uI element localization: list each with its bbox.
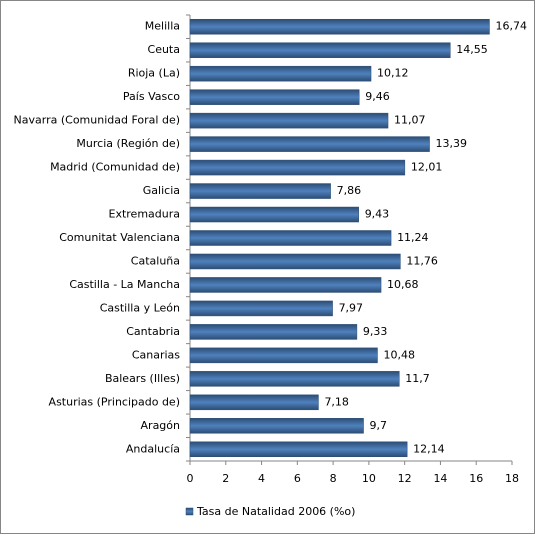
value-label: 11,24 bbox=[397, 231, 429, 244]
bar bbox=[189, 324, 358, 340]
value-label: 10,12 bbox=[377, 67, 409, 80]
y-tick-label: Murcia (Región de) bbox=[76, 137, 180, 150]
x-tick-label: 8 bbox=[330, 472, 337, 485]
value-label: 9,7 bbox=[370, 419, 388, 432]
y-tick-label: País Vasco bbox=[123, 90, 180, 103]
bar bbox=[189, 418, 364, 434]
bar bbox=[189, 183, 331, 199]
bar bbox=[189, 230, 392, 246]
value-label: 7,97 bbox=[339, 301, 364, 314]
x-tick-label: 0 bbox=[187, 472, 194, 485]
legend-label: Tasa de Natalidad 2006 (%o) bbox=[196, 505, 355, 518]
y-tick-label: Cataluña bbox=[131, 254, 180, 267]
y-tick-label: Cantabria bbox=[126, 325, 180, 338]
bar bbox=[189, 277, 382, 293]
y-tick-label: Ceuta bbox=[148, 43, 180, 56]
y-tick-label: Galicia bbox=[143, 184, 180, 197]
bar bbox=[189, 18, 490, 35]
bar bbox=[189, 441, 408, 458]
value-label: 11,7 bbox=[405, 372, 430, 385]
y-tick-label: Comunitat Valenciana bbox=[59, 231, 180, 244]
value-label: 12,14 bbox=[413, 442, 445, 455]
value-label: 14,55 bbox=[456, 43, 488, 56]
y-tick-label: Castilla y León bbox=[100, 301, 180, 314]
value-label: 10,48 bbox=[383, 348, 415, 361]
y-tick-label: Aragón bbox=[141, 419, 181, 432]
x-tick-label: 18 bbox=[505, 472, 519, 485]
value-label: 12,01 bbox=[411, 161, 443, 174]
value-label: 7,18 bbox=[324, 395, 349, 408]
value-label: 11,07 bbox=[394, 114, 426, 127]
bar bbox=[189, 42, 451, 58]
bar bbox=[189, 112, 389, 129]
y-tick-label: Canarias bbox=[132, 348, 180, 361]
y-tick-label: Andalucía bbox=[126, 442, 180, 455]
y-tick-label: Melilla bbox=[145, 20, 180, 33]
x-tick-label: 14 bbox=[433, 472, 447, 485]
value-label: 10,68 bbox=[387, 278, 419, 291]
bar bbox=[189, 371, 400, 387]
value-label: 11,76 bbox=[406, 254, 438, 267]
y-tick-label: Navarra (Comunidad Foral de) bbox=[14, 114, 180, 127]
bar bbox=[189, 347, 378, 364]
bar bbox=[189, 65, 372, 82]
value-label: 7,86 bbox=[337, 184, 362, 197]
bar bbox=[189, 89, 360, 105]
value-label: 9,43 bbox=[365, 208, 390, 221]
bar bbox=[189, 159, 406, 176]
bar bbox=[189, 136, 430, 152]
value-label: 13,39 bbox=[436, 137, 468, 150]
y-tick-label: Castilla - La Mancha bbox=[69, 278, 180, 291]
x-tick-label: 6 bbox=[294, 472, 301, 485]
x-tick-label: 10 bbox=[362, 472, 376, 485]
y-tick-label: Rioja (La) bbox=[128, 67, 180, 80]
legend-swatch bbox=[185, 507, 194, 516]
value-label: 9,33 bbox=[363, 325, 388, 338]
bar bbox=[189, 206, 359, 223]
value-label: 9,46 bbox=[365, 90, 390, 103]
bar bbox=[189, 394, 319, 411]
y-tick-label: Madrid (Comunidad de) bbox=[50, 161, 180, 174]
bar bbox=[189, 253, 401, 270]
x-tick-label: 4 bbox=[258, 472, 265, 485]
bar bbox=[189, 300, 333, 317]
value-label: 16,74 bbox=[495, 20, 526, 33]
y-tick-label: Balears (Illes) bbox=[105, 372, 180, 385]
x-tick-label: 12 bbox=[398, 472, 412, 485]
y-tick-label: Asturias (Principado de) bbox=[49, 395, 180, 408]
y-tick-label: Extremadura bbox=[109, 208, 181, 221]
x-tick-label: 16 bbox=[469, 472, 483, 485]
x-tick-label: 2 bbox=[222, 472, 229, 485]
